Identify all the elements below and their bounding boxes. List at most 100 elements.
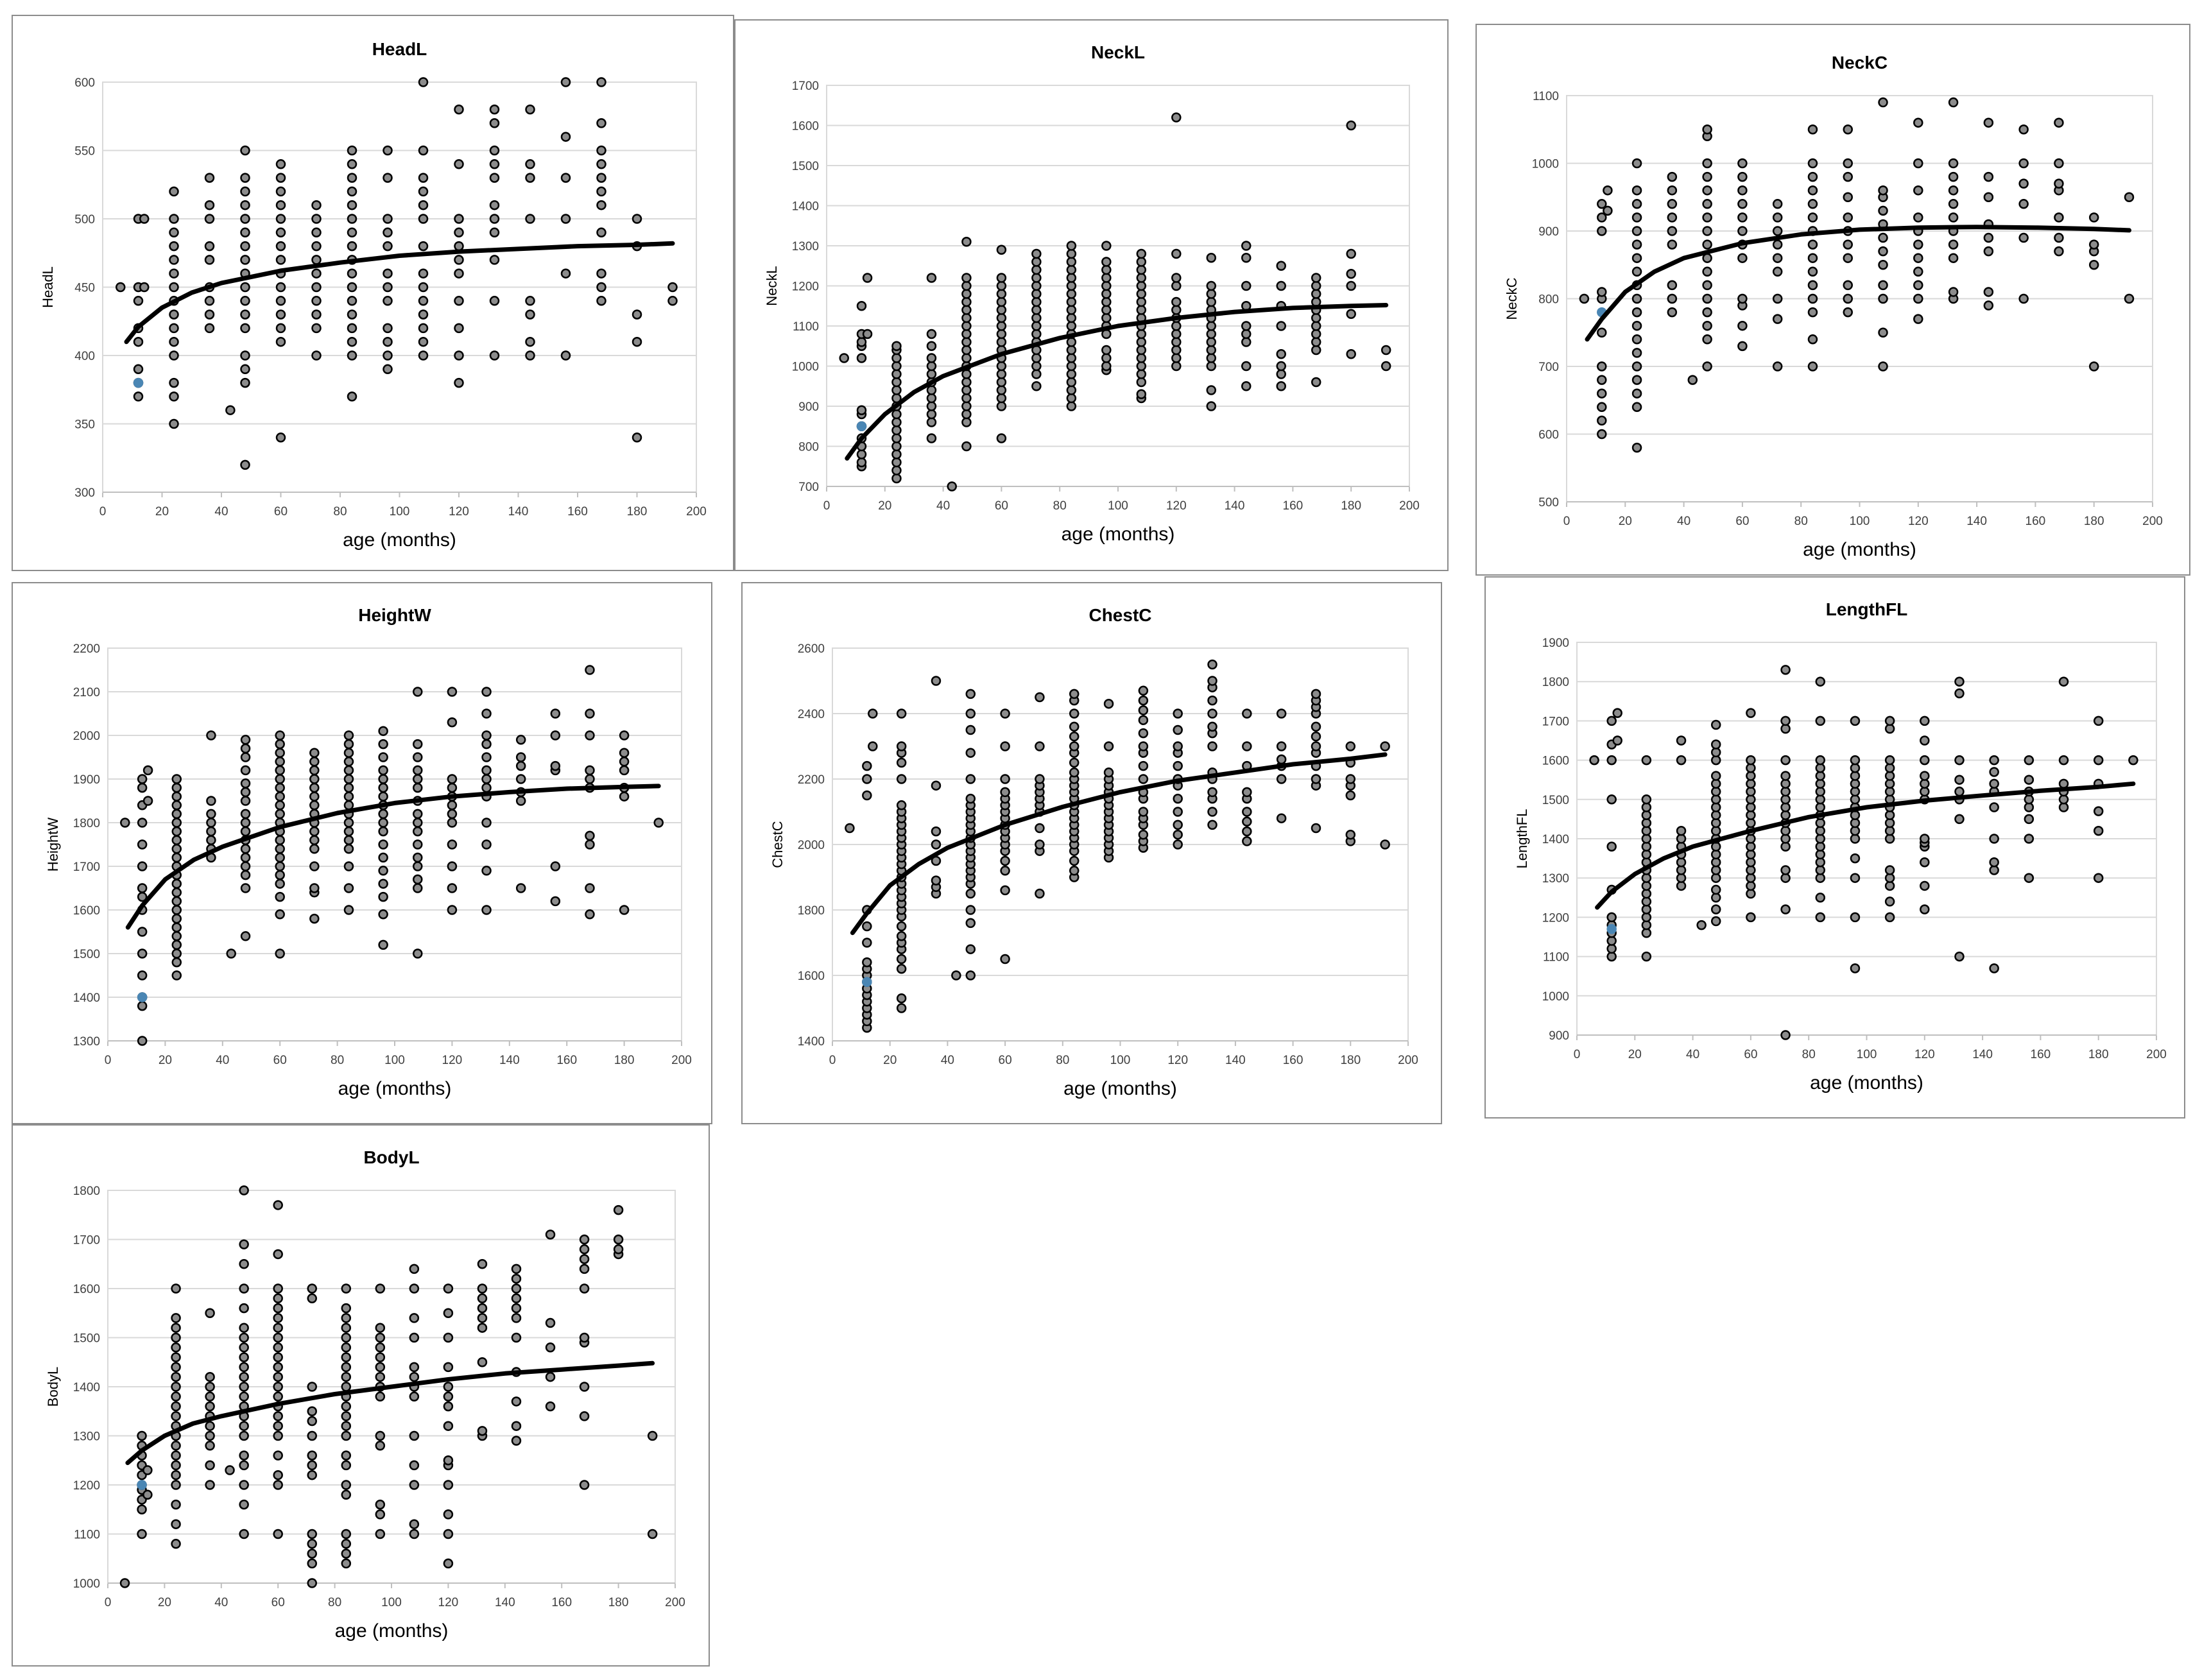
data-point: [996, 433, 1007, 443]
highlighted-data-point: [862, 977, 872, 987]
data-point: [239, 1332, 249, 1343]
data-point: [1031, 273, 1042, 283]
x-tick-label: 20: [158, 1596, 171, 1609]
data-point: [1311, 823, 1321, 834]
data-point: [1920, 880, 1930, 891]
data-point: [171, 852, 182, 863]
data-point: [1702, 307, 1712, 318]
data-point: [307, 1406, 317, 1416]
data-point: [1920, 716, 1930, 726]
chart-neckc: NeckC 500 600 700 800 900 1000 1100 0 20 40 60 80 100…: [1504, 53, 2163, 560]
data-point: [225, 405, 236, 415]
data-point: [347, 186, 357, 197]
data-point: [418, 350, 429, 361]
y-tick-label: 800: [798, 441, 819, 454]
data-point: [1242, 836, 1252, 846]
data-point: [2058, 778, 2069, 789]
data-point: [309, 800, 320, 810]
data-point: [1171, 353, 1182, 363]
data-point: [1807, 124, 1818, 135]
data-point: [489, 118, 500, 128]
x-tick-label: 60: [999, 1054, 1012, 1067]
data-point: [1603, 185, 1613, 196]
data-point: [204, 255, 215, 265]
data-point: [1772, 199, 1783, 209]
data-point: [275, 739, 285, 750]
data-point: [1702, 185, 1712, 196]
data-point: [1000, 866, 1010, 876]
data-point: [343, 861, 354, 871]
data-point: [275, 791, 285, 801]
data-point: [341, 1382, 352, 1392]
data-point: [171, 1470, 181, 1480]
y-tick-label: 1400: [792, 200, 819, 214]
data-point: [341, 1539, 352, 1549]
data-point: [454, 214, 464, 224]
data-point: [2128, 755, 2138, 766]
data-point: [1136, 353, 1147, 363]
data-point: [647, 1529, 658, 1539]
data-point: [1667, 212, 1678, 223]
plot-area-border: [107, 647, 682, 1041]
data-point: [413, 852, 423, 863]
y-tick-label: 1700: [1542, 715, 1569, 728]
data-point: [550, 730, 561, 741]
x-tick-label: 140: [508, 505, 529, 519]
data-point: [1101, 353, 1112, 363]
data-point: [378, 839, 388, 850]
chart-panel-heightw: HeightW 1300 1400 1500 1600 1700 1800 1900 2000 2…: [12, 582, 712, 1124]
data-point: [1311, 289, 1321, 299]
data-point: [862, 790, 872, 801]
data-point: [477, 1259, 488, 1269]
data-point: [378, 909, 388, 920]
data-point: [1138, 715, 1149, 725]
data-point: [171, 1323, 181, 1333]
data-point: [307, 1548, 317, 1559]
data-point: [1843, 239, 1853, 250]
data-point: [961, 385, 972, 395]
data-point: [447, 774, 458, 784]
data-point: [1780, 755, 1791, 766]
chart-panel-neckl: NeckL 700 800 900 1000 1100 1200 1300 1400 1500 16…: [734, 19, 1449, 571]
data-point: [1948, 199, 1959, 209]
data-point: [1807, 266, 1818, 277]
data-point: [579, 1332, 590, 1343]
data-point: [891, 409, 902, 420]
y-tick-label: 500: [1538, 496, 1559, 510]
data-point: [341, 1430, 352, 1441]
data-point: [341, 1332, 352, 1343]
data-point: [375, 1352, 386, 1362]
data-point: [1206, 353, 1217, 363]
data-point: [1136, 329, 1147, 339]
data-point: [375, 1342, 386, 1353]
data-point: [137, 1000, 148, 1011]
data-point: [1597, 327, 1607, 338]
data-point: [413, 948, 423, 959]
data-point: [169, 255, 179, 265]
data-point: [1920, 904, 1930, 914]
data-point: [375, 1323, 386, 1333]
data-point: [511, 1421, 522, 1431]
data-point: [240, 173, 250, 183]
data-point: [413, 687, 423, 697]
data-point: [204, 323, 215, 334]
y-tick-label: 1000: [792, 361, 819, 374]
y-tick-label: 2000: [798, 839, 825, 852]
data-point: [383, 214, 393, 224]
data-point: [171, 844, 182, 854]
data-point: [171, 1480, 181, 1490]
y-axis-label: BodyL: [45, 1367, 61, 1407]
data-point: [1589, 755, 1599, 766]
y-tick-label: 600: [1538, 429, 1559, 442]
data-point: [171, 1499, 181, 1510]
data-point: [1031, 257, 1042, 267]
data-point: [996, 337, 1007, 347]
data-point: [418, 145, 429, 156]
data-point: [926, 369, 937, 379]
data-point: [1667, 185, 1678, 196]
data-point: [171, 1382, 181, 1392]
x-tick-label: 140: [499, 1054, 520, 1067]
data-point: [996, 393, 1007, 404]
trend-line: [1585, 225, 2131, 342]
data-point: [409, 1264, 420, 1274]
